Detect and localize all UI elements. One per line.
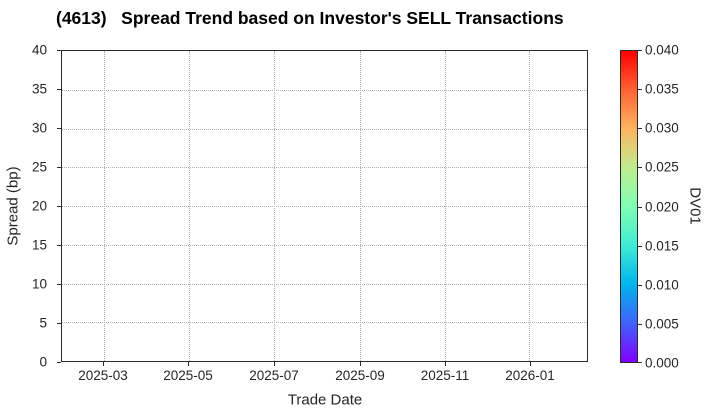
x-tick-mark [360,362,361,366]
x-tick-mark [103,362,104,366]
colorbar-tick-mark [638,207,642,208]
x-tick-mark [445,362,446,366]
y-tick-label: 40 [31,42,47,58]
colorbar-tick-mark [638,362,642,363]
gridline-v [444,51,446,361]
x-tick-label: 2025-11 [420,368,470,383]
gridline-h [62,89,587,91]
gridline-h [62,244,587,246]
gridline-h [62,283,587,285]
colorbar-tick-label: 0.010 [645,277,679,292]
y-tick-mark [57,167,61,168]
y-tick-label: 5 [39,315,47,331]
gridline-h [62,167,587,169]
y-tick-label: 20 [31,198,47,214]
gridline-v [529,51,531,361]
y-tick-mark [57,362,61,363]
y-tick-mark [57,206,61,207]
colorbar-tick-label: 0.020 [645,198,679,214]
colorbar-tick-label: 0.030 [645,120,679,136]
plot-area [61,50,588,362]
y-tick-label: 35 [31,81,47,97]
x-tick-label: 2025-07 [249,368,299,383]
gridline-h [62,322,587,324]
x-tick-label: 2025-05 [163,368,213,383]
chart-title: (4613) Spread Trend based on Investor's … [56,8,564,28]
colorbar-tick-mark [638,324,642,325]
x-tick-label: 2025-09 [335,368,385,383]
x-tick-mark [530,362,531,366]
y-tick-mark [57,284,61,285]
colorbar-tick-mark [638,89,642,90]
y-tick-mark [57,323,61,324]
y-tick-label: 25 [31,159,47,175]
colorbar-label: DV01 [686,187,704,225]
x-tick-label: 2026-01 [505,368,555,383]
colorbar-tick-label: 0.025 [645,159,679,175]
y-tick-mark [57,245,61,246]
gridline-v [359,51,361,361]
colorbar-tick-mark [638,50,642,51]
y-tick-label: 15 [31,237,47,253]
y-tick-label: 10 [31,276,47,292]
colorbar-tick-label: 0.040 [645,42,679,58]
y-tick-label: 30 [31,120,47,136]
gridline-h [62,128,587,130]
colorbar-tick-label: 0.035 [645,81,679,97]
gridline-h [62,206,587,207]
gridline-v [103,51,105,361]
x-tick-mark [274,362,275,366]
colorbar-tick-label: 0.005 [645,316,679,332]
x-axis-label: Trade Date [287,391,363,409]
x-tick-mark [188,362,189,366]
colorbar-tick-label: 0.015 [645,237,679,253]
colorbar-tick-label: 0.000 [645,355,679,371]
y-tick-mark [57,89,61,90]
gridline-v [274,51,276,361]
colorbar-tick-mark [638,128,642,129]
y-tick-label: 0 [39,354,47,370]
y-tick-mark [57,50,61,51]
colorbar-tick-mark [638,246,642,247]
colorbar-tick-mark [638,167,642,168]
y-tick-mark [57,128,61,129]
x-tick-label: 2025-03 [78,368,128,383]
colorbar-tick-mark [638,285,642,286]
gridline-v [188,51,190,361]
colorbar-gradient [620,50,638,363]
